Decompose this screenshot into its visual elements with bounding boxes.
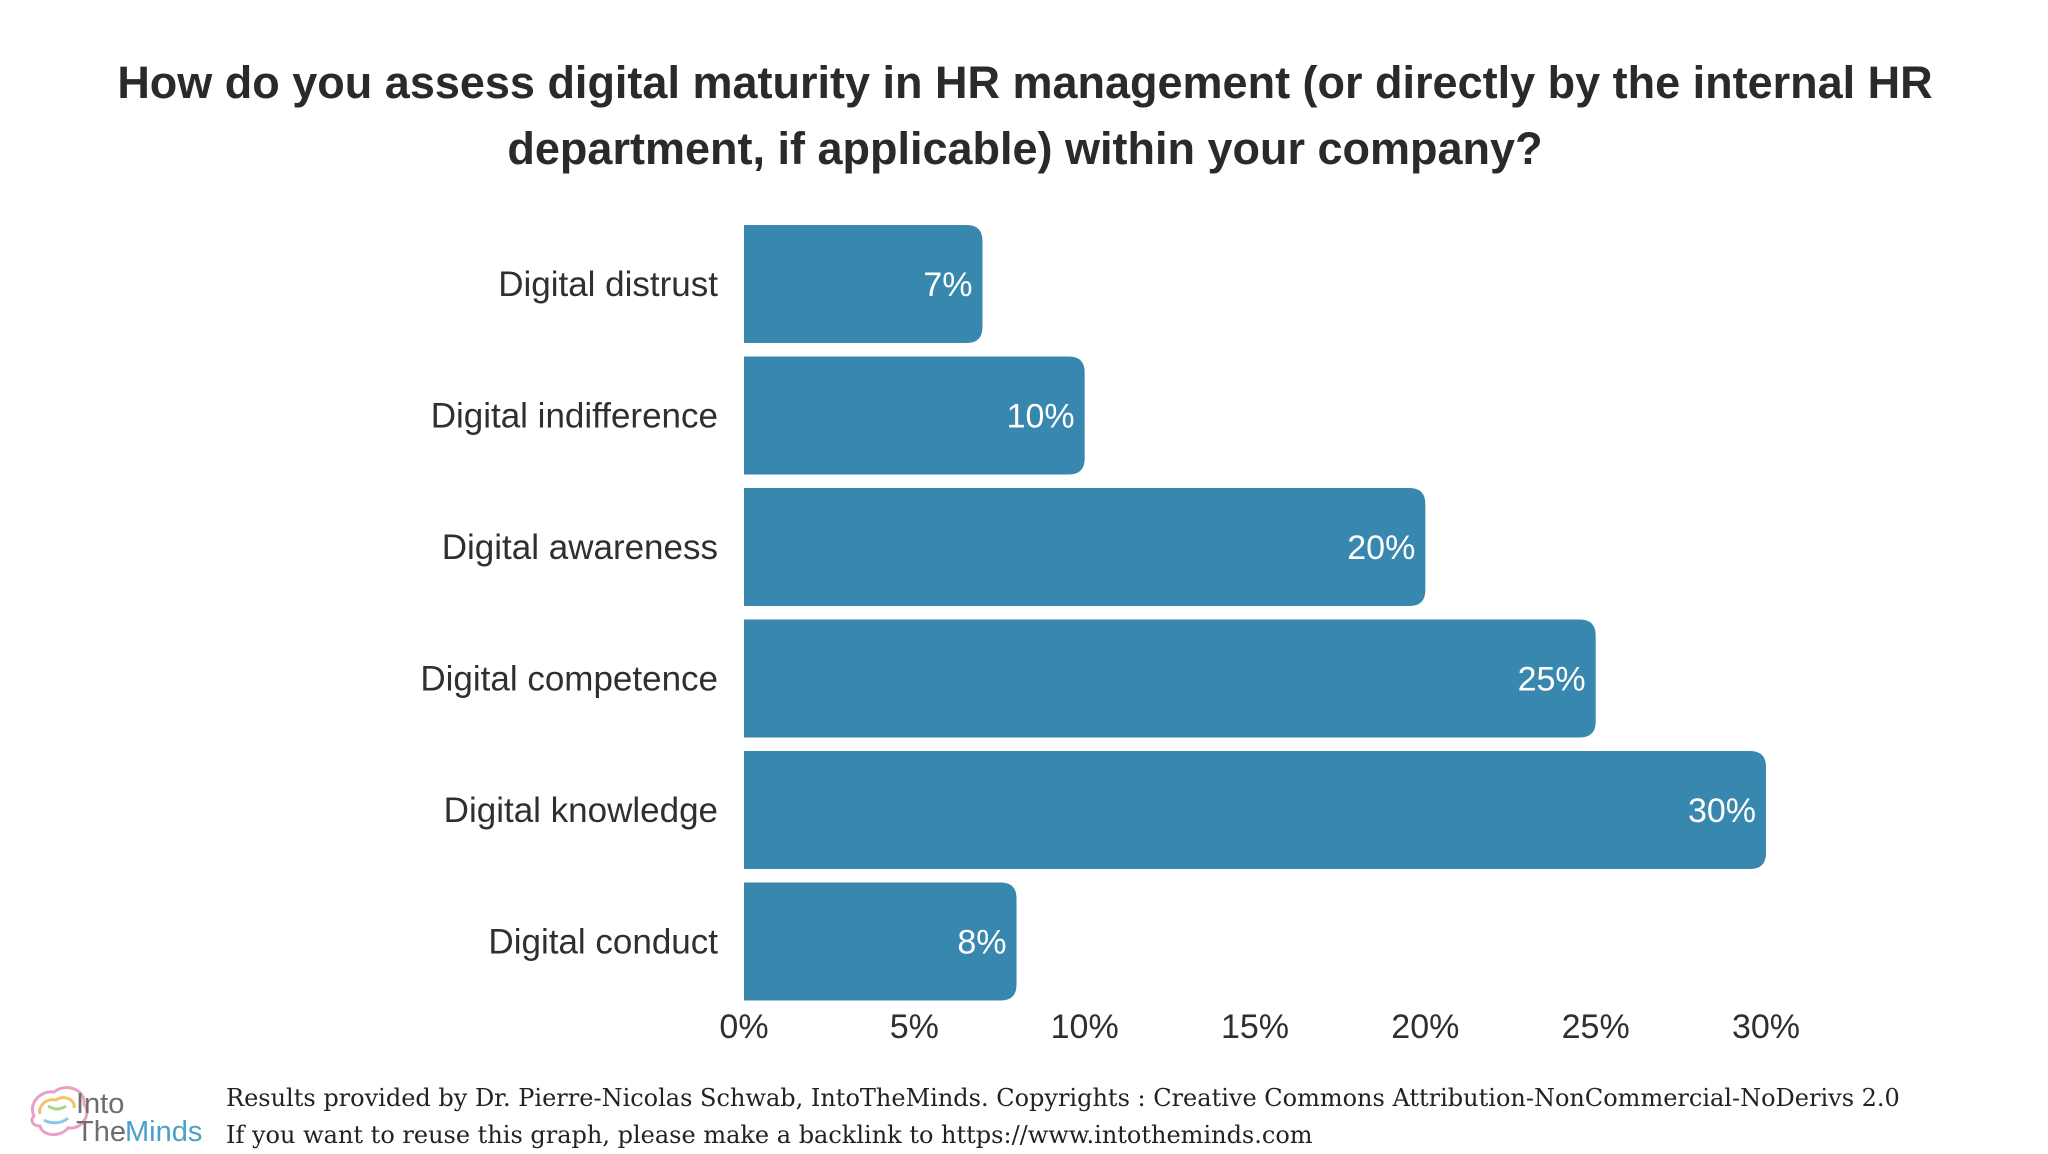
x-tick-label: 25%: [1562, 1008, 1630, 1046]
bar-digital-indifference: [744, 356, 1085, 475]
logo-text-into: Into: [76, 1088, 125, 1120]
bar-digital-knowledge: [744, 751, 1766, 869]
footer-credits: Results provided by Dr. Pierre-Nicolas S…: [226, 1080, 1900, 1154]
chart-title: How do you assess digital maturity in HR…: [117, 57, 1933, 174]
category-label: Digital awareness: [442, 528, 718, 567]
category-label: Digital conduct: [488, 923, 718, 962]
brain-logo-icon: [30, 1086, 89, 1136]
category-label: Digital competence: [420, 660, 718, 699]
category-label: Digital distrust: [498, 265, 718, 304]
value-label: 20%: [1347, 529, 1415, 567]
bar-digital-competence: [744, 619, 1596, 738]
x-tick-label: 10%: [1051, 1008, 1119, 1046]
x-tick-label: 15%: [1221, 1008, 1289, 1046]
bars-group: [744, 225, 1766, 1001]
value-labels-group: 7% 10% 20% 25% 30% 8%: [923, 266, 1756, 962]
bar-digital-awareness: [744, 488, 1426, 606]
value-label: 7%: [923, 266, 972, 304]
x-tick-label: 30%: [1732, 1008, 1800, 1046]
value-label: 30%: [1688, 792, 1756, 830]
value-label: 8%: [957, 924, 1006, 962]
x-tick-label: 0%: [719, 1008, 768, 1046]
category-labels-group: Digital distrust Digital indifference Digi…: [420, 265, 718, 962]
footer-line-backlink: If you want to reuse this graph, please …: [226, 1121, 1313, 1149]
value-label: 25%: [1518, 661, 1586, 699]
x-tick-label: 20%: [1391, 1008, 1459, 1046]
logo-text-minds: Minds: [125, 1116, 203, 1148]
category-label: Digital knowledge: [444, 791, 718, 830]
category-label: Digital indifference: [431, 397, 718, 436]
footer-line-copyright: Results provided by Dr. Pierre-Nicolas S…: [226, 1084, 1900, 1112]
bar-digital-conduct: [744, 882, 1017, 1001]
intotheminds-logo: Into The Minds: [24, 1076, 214, 1152]
bar-digital-distrust: [744, 225, 983, 343]
x-tick-label: 5%: [890, 1008, 939, 1046]
x-axis-ticks-group: 0% 5% 10% 15% 20% 25% 30%: [719, 1008, 1800, 1046]
logo-text-the: The: [76, 1116, 126, 1148]
bar-chart: Digital distrust Digital indifference Digi…: [420, 225, 1800, 1046]
value-label: 10%: [1007, 398, 1075, 436]
